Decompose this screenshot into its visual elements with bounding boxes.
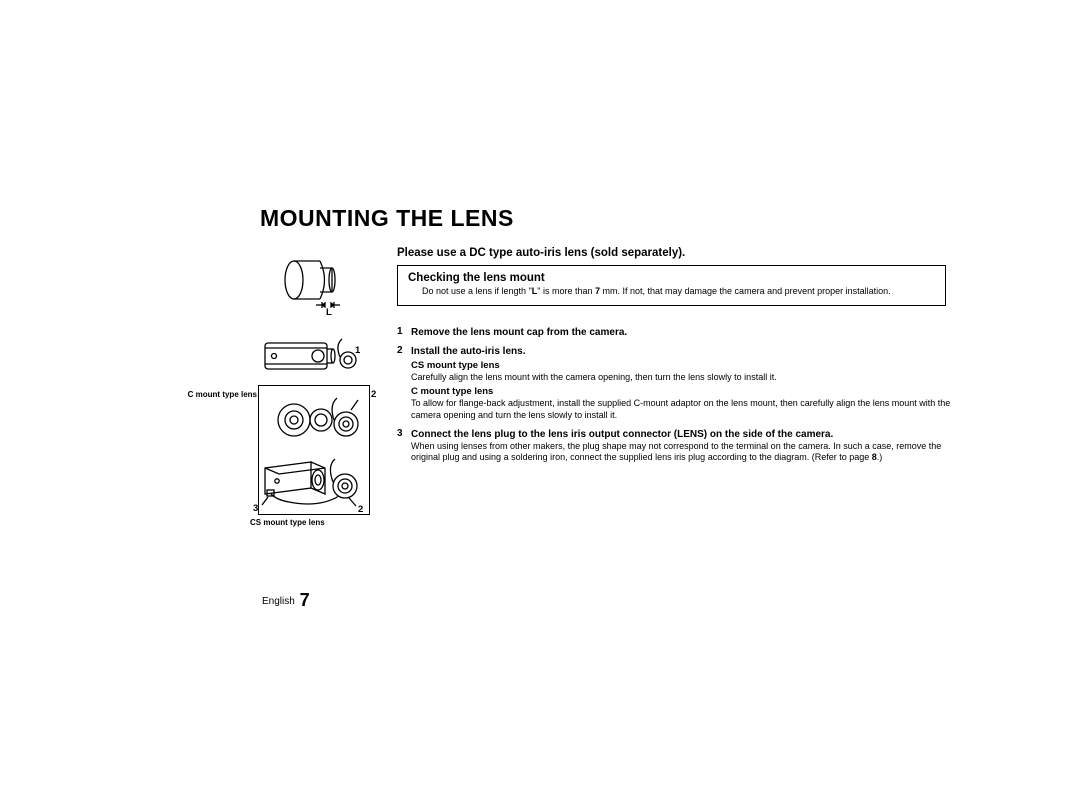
steps-list: 1Remove the lens mount cap from the came… [397, 326, 955, 470]
mount-diagram-box [258, 385, 370, 515]
lens-L-diagram [272, 250, 352, 310]
box-body: Do not use a lens if length "L" is more … [408, 286, 935, 297]
label-1: 1 [355, 345, 360, 356]
step-number: 3 [397, 428, 411, 464]
label-2b: 2 [358, 504, 363, 515]
footer-lang: English [262, 596, 295, 607]
subtitle: Please use a DC type auto-iris lens (sol… [397, 247, 685, 259]
step-text: When using lenses from other makers, the… [411, 441, 941, 463]
label-c-mount: C mount type lens [175, 390, 257, 399]
step-text: .) [877, 452, 883, 462]
step-row: 2Install the auto-iris lens. CS mount typ… [397, 345, 955, 422]
label-2a: 2 [371, 389, 376, 400]
footer-page-number: 7 [300, 590, 310, 610]
step-subheading: CS mount type lens [411, 360, 955, 372]
step-heading: Connect the lens plug to the lens iris o… [411, 428, 955, 441]
step-body: Remove the lens mount cap from the camer… [411, 326, 955, 339]
step-heading: Remove the lens mount cap from the camer… [411, 326, 955, 339]
box-text: mm. If not, that may damage the camera a… [600, 286, 891, 296]
camera-step1-diagram [260, 335, 380, 380]
step-heading: Install the auto-iris lens. [411, 345, 955, 358]
label-3: 3 [253, 503, 258, 514]
box-text: Do not use a lens if length " [422, 286, 532, 296]
step-text: To allow for flange-back adjustment, ins… [411, 398, 955, 421]
step-subheading: C mount type lens [411, 386, 955, 398]
cs-mount-diagram [259, 450, 369, 512]
step-row: 1Remove the lens mount cap from the came… [397, 326, 955, 339]
step-number: 1 [397, 326, 411, 339]
box-heading: Checking the lens mount [408, 272, 935, 284]
step-text: Carefully align the lens mount with the … [411, 372, 955, 384]
step-row: 3Connect the lens plug to the lens iris … [397, 428, 955, 464]
step-number: 2 [397, 345, 411, 422]
label-L: L [326, 307, 332, 318]
label-cs-mount: CS mount type lens [250, 518, 368, 527]
box-text: " is more than [537, 286, 595, 296]
step-body: Install the auto-iris lens. CS mount type… [411, 345, 955, 422]
c-mount-diagram [259, 390, 367, 450]
page-footer: English 7 [262, 590, 310, 611]
step-body: Connect the lens plug to the lens iris o… [411, 428, 955, 464]
info-box: Checking the lens mount Do not use a len… [397, 265, 946, 306]
page-title: MOUNTING THE LENS [260, 205, 514, 232]
